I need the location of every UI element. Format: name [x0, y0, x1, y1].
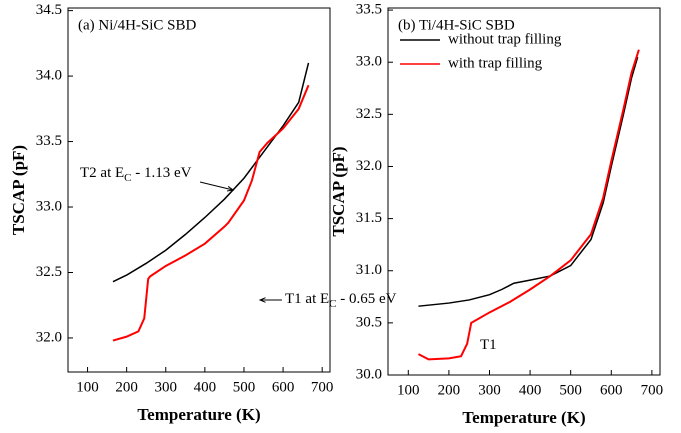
annotation: T1 [480, 337, 497, 353]
x-tick-label: 300 [478, 382, 501, 398]
x-tick-label: 500 [233, 379, 256, 395]
x-tick-label: 300 [155, 379, 178, 395]
legend-label: with trap filling [448, 55, 543, 71]
series-line [417, 49, 640, 361]
annotation-part: T1 at E [285, 291, 329, 307]
y-tick-label: 34.0 [36, 68, 62, 84]
y-tick-label: 32.0 [36, 329, 62, 345]
y-tick-label: 32.0 [356, 158, 382, 174]
plot-frame [387, 7, 661, 376]
x-tick-label: 400 [194, 379, 217, 395]
annotation: T2 at EC - 1.13 eV [80, 165, 192, 183]
x-axis-title: Temperature (K) [137, 405, 260, 424]
y-tick-label: 31.0 [356, 262, 382, 278]
annotation: T1 at EC - 0.65 eV [285, 291, 397, 309]
y-tick-label: 31.5 [356, 210, 382, 226]
panel-label: (a) Ni/4H-SiC SBD [78, 17, 197, 33]
annotation-part: T1 [480, 337, 497, 353]
y-tick-label: 30.5 [356, 314, 382, 330]
y-tick-label: 34.5 [36, 2, 62, 18]
x-tick-label: 500 [559, 382, 582, 398]
x-tick-label: 400 [519, 382, 542, 398]
series-line [112, 84, 310, 342]
x-tick-label: 100 [76, 379, 99, 395]
x-tick-label: 700 [641, 382, 664, 398]
y-axis-title: TSCAP (pF) [329, 146, 348, 236]
plot-frame [67, 7, 331, 373]
series-line [112, 62, 310, 283]
y-tick-label: 30.0 [356, 366, 382, 382]
y-tick-label: 32.5 [36, 264, 62, 280]
y-tick-label: 33.5 [356, 2, 382, 18]
annotation-part: C [329, 298, 336, 310]
annotation-part: T2 at E [80, 165, 124, 181]
y-tick-label: 33.0 [356, 54, 382, 70]
x-tick-label: 600 [272, 379, 295, 395]
annotation-arrow [199, 181, 234, 191]
x-axis-title: Temperature (K) [462, 408, 585, 427]
x-tick-label: 600 [600, 382, 623, 398]
x-tick-label: 700 [311, 379, 334, 395]
legend-label: without trap filling [448, 31, 562, 47]
annotation-part: - 0.65 eV [337, 291, 397, 307]
panel-label: (b) Ti/4H-SiC SBD [398, 17, 515, 33]
annotation-part: - 1.13 eV [132, 165, 192, 181]
series-line [418, 56, 639, 307]
arrow-head [258, 297, 266, 303]
x-tick-label: 200 [115, 379, 138, 395]
x-tick-label: 200 [438, 382, 461, 398]
arrow-head [226, 186, 235, 192]
x-tick-label: 100 [397, 382, 420, 398]
annotation-part: C [124, 172, 131, 184]
y-axis-title: TSCAP (pF) [9, 145, 28, 235]
y-tick-label: 33.0 [36, 198, 62, 214]
y-tick-label: 33.5 [36, 133, 62, 149]
y-tick-label: 32.5 [356, 106, 382, 122]
